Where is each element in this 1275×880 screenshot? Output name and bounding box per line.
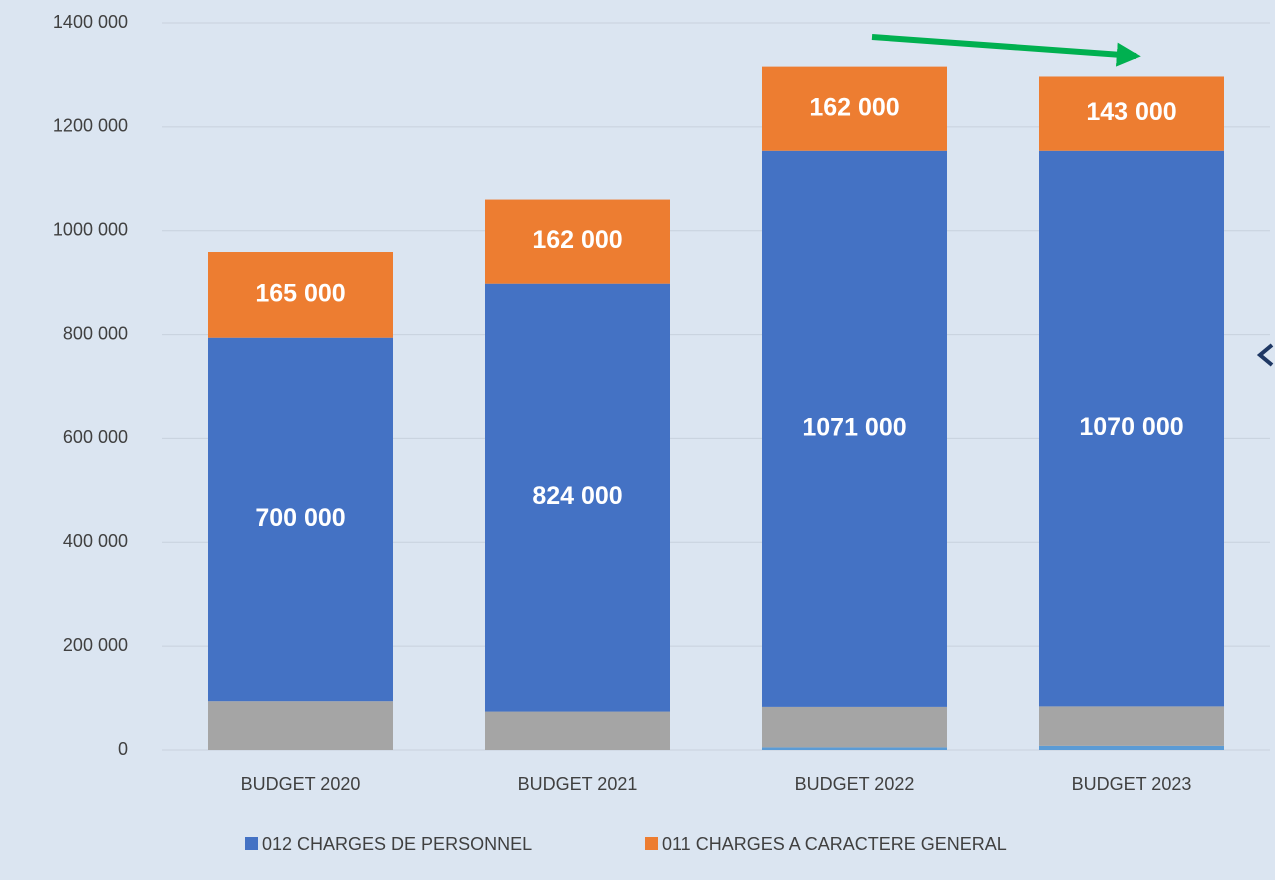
y-tick-label: 800 000 — [63, 323, 128, 343]
data-label: 1070 000 — [1079, 413, 1183, 441]
y-tick-label: 600 000 — [63, 427, 128, 447]
legend-swatch — [245, 837, 258, 850]
bar-segment — [485, 199, 670, 284]
edge-mark — [1256, 343, 1274, 367]
trend-arrow — [871, 34, 1141, 67]
bar-segment — [762, 747, 947, 750]
x-tick-label: BUDGET 2020 — [241, 774, 361, 794]
x-tick-label: BUDGET 2021 — [518, 774, 638, 794]
bar-segment — [762, 150, 947, 707]
bar-segment — [208, 701, 393, 750]
data-label: 143 000 — [1086, 98, 1176, 126]
bar-segment — [1039, 745, 1224, 750]
data-label: 700 000 — [255, 504, 345, 532]
bar-segment — [762, 66, 947, 151]
x-tick-label: BUDGET 2022 — [795, 774, 915, 794]
y-tick-label: 200 000 — [63, 635, 128, 655]
bar-segment — [762, 706, 947, 748]
bar-segment — [485, 283, 670, 712]
bars — [208, 66, 1224, 750]
bar-segment — [1039, 706, 1224, 746]
x-tick-label: BUDGET 2023 — [1072, 774, 1192, 794]
data-label: 162 000 — [809, 93, 899, 121]
bar-segment — [208, 252, 393, 338]
y-tick-label: 0 — [118, 739, 128, 759]
data-label: 824 000 — [532, 482, 622, 510]
legend-label: 012 CHARGES DE PERSONNEL — [262, 834, 532, 854]
data-label: 162 000 — [532, 226, 622, 254]
bar-segment — [485, 711, 670, 750]
y-tick-label: 1000 000 — [53, 219, 128, 239]
y-tick-label: 400 000 — [63, 531, 128, 551]
y-tick-label: 1200 000 — [53, 116, 128, 136]
y-tick-label: 1400 000 — [53, 12, 128, 32]
bar-segment — [208, 337, 393, 702]
bar-segment — [1039, 150, 1224, 707]
legend-label: 011 CHARGES A CARACTERE GENERAL — [662, 834, 1007, 854]
legend-swatch — [645, 837, 658, 850]
data-label: 1071 000 — [802, 413, 906, 441]
data-label: 165 000 — [255, 279, 345, 307]
bar-segment — [1039, 76, 1224, 151]
